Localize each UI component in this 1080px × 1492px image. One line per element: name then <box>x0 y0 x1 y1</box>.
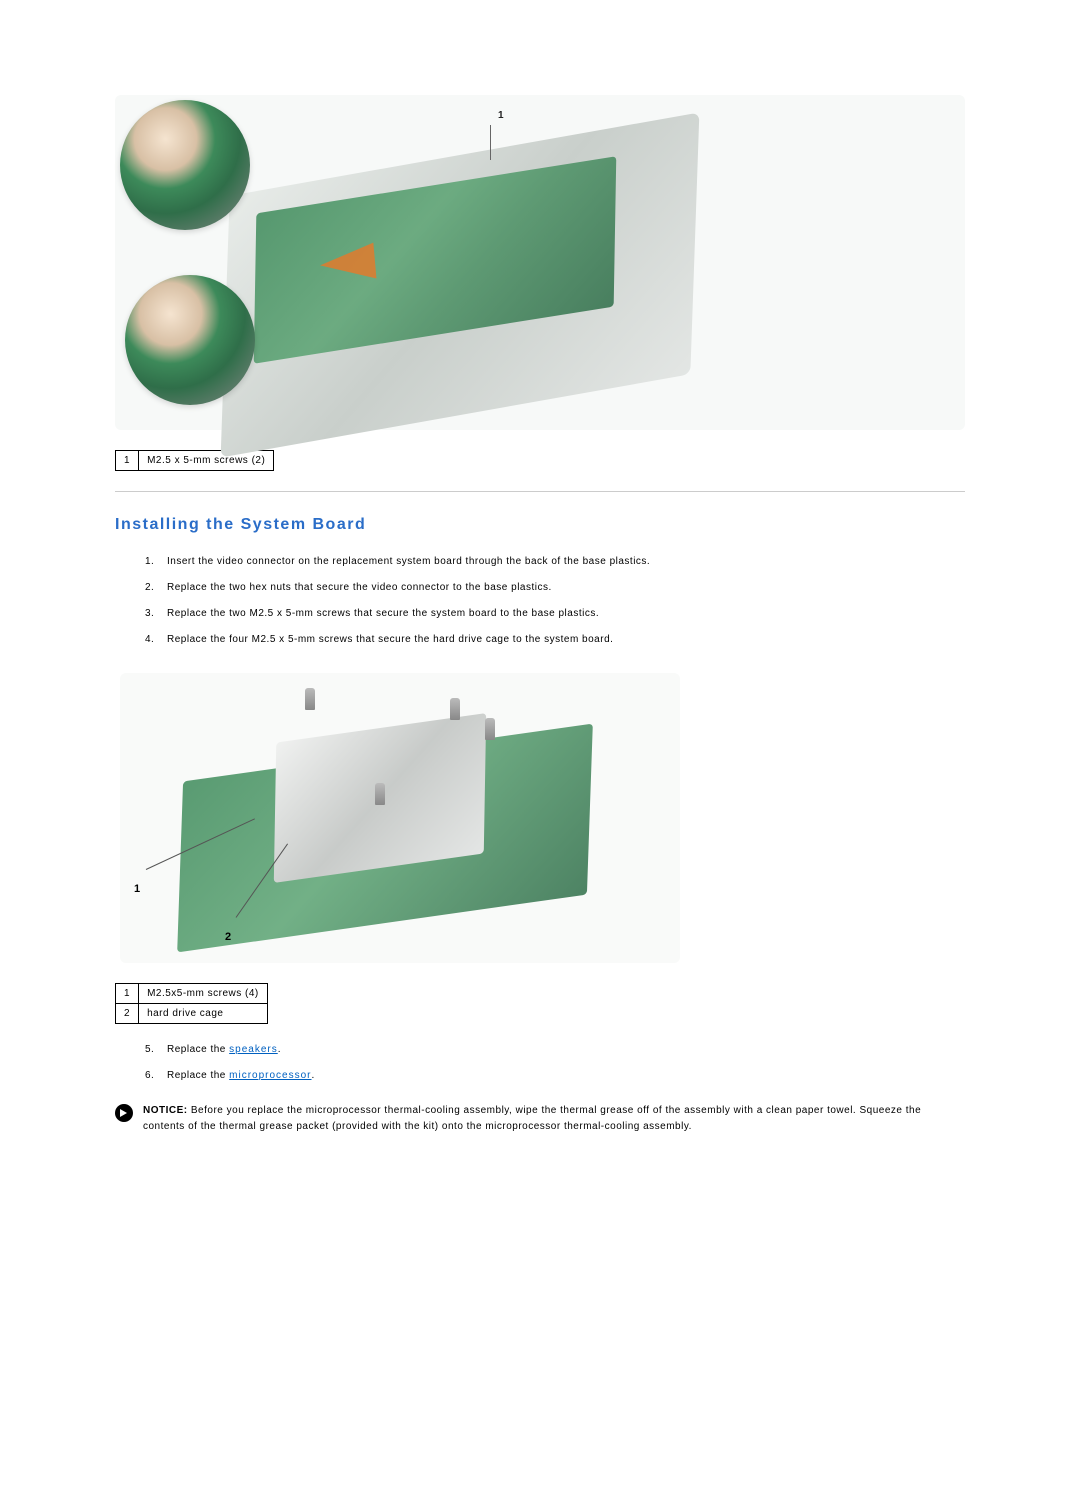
step-number: 4. <box>145 634 154 645</box>
screw-icon <box>305 688 315 710</box>
step-text-suffix: . <box>278 1044 281 1055</box>
step-text-suffix: . <box>312 1070 315 1081</box>
notice-body: Before you replace the microprocessor th… <box>143 1105 921 1132</box>
section-divider <box>115 491 965 492</box>
fig1-inset-bottom <box>125 275 255 405</box>
callout-num-cell: 1 <box>116 984 139 1004</box>
callout-num-cell: 2 <box>116 1004 139 1024</box>
figure1-callout-table: 1 M2.5 x 5-mm screws (2) <box>115 450 274 471</box>
figure-system-board-removal: 1 <box>115 95 965 430</box>
step-number: 3. <box>145 608 154 619</box>
fig1-callout-number: 1 <box>498 110 504 121</box>
figure2-callout-table: 1 M2.5x5-mm screws (4) 2 hard drive cage <box>115 983 268 1024</box>
step-text-prefix: Replace the <box>167 1070 229 1081</box>
screw-icon <box>485 718 495 740</box>
callout-label-cell: hard drive cage <box>139 1004 268 1024</box>
step-number: 5. <box>145 1044 154 1055</box>
fig1-arrow-icon <box>319 243 377 284</box>
page-content: 1 1 M2.5 x 5-mm screws (2) Installing th… <box>115 95 965 1135</box>
fig1-leader-line <box>490 125 491 160</box>
screw-icon <box>375 783 385 805</box>
step-text: Insert the video connector on the replac… <box>167 556 650 567</box>
notice-text: NOTICE: Before you replace the microproc… <box>143 1103 965 1135</box>
step-number: 2. <box>145 582 154 593</box>
table-row: 1 M2.5 x 5-mm screws (2) <box>116 451 274 471</box>
list-item: 2. Replace the two hex nuts that secure … <box>145 582 965 593</box>
notice-arrow-icon <box>115 1104 133 1122</box>
list-item: 6. Replace the microprocessor. <box>145 1070 965 1081</box>
notice-block: NOTICE: Before you replace the microproc… <box>115 1103 965 1135</box>
step-number: 1. <box>145 556 154 567</box>
step-text: Replace the four M2.5 x 5-mm screws that… <box>167 634 613 645</box>
screw-icon <box>450 698 460 720</box>
install-steps-list-1: 1. Insert the video connector on the rep… <box>145 556 965 645</box>
table-row: 1 M2.5x5-mm screws (4) <box>116 984 268 1004</box>
figure-hard-drive-cage: 1 2 <box>120 673 680 963</box>
section-heading: Installing the System Board <box>115 516 965 534</box>
speakers-link[interactable]: speakers <box>229 1044 278 1055</box>
list-item: 1. Insert the video connector on the rep… <box>145 556 965 567</box>
step-text: Replace the two M2.5 x 5-mm screws that … <box>167 608 599 619</box>
fig1-inset-top <box>120 100 250 230</box>
notice-label: NOTICE: <box>143 1105 188 1116</box>
install-steps-list-2: 5. Replace the speakers. 6. Replace the … <box>145 1044 965 1081</box>
step-number: 6. <box>145 1070 154 1081</box>
table-row: 2 hard drive cage <box>116 1004 268 1024</box>
callout-num-cell: 1 <box>116 451 139 471</box>
list-item: 3. Replace the two M2.5 x 5-mm screws th… <box>145 608 965 619</box>
list-item: 4. Replace the four M2.5 x 5-mm screws t… <box>145 634 965 645</box>
callout-label-cell: M2.5x5-mm screws (4) <box>139 984 268 1004</box>
fig2-callout-1: 1 <box>134 883 141 895</box>
microprocessor-link[interactable]: microprocessor <box>229 1070 311 1081</box>
step-text: Replace the two hex nuts that secure the… <box>167 582 552 593</box>
callout-label-cell: M2.5 x 5-mm screws (2) <box>139 451 274 471</box>
step-text-prefix: Replace the <box>167 1044 229 1055</box>
list-item: 5. Replace the speakers. <box>145 1044 965 1055</box>
fig2-callout-2: 2 <box>225 931 232 943</box>
